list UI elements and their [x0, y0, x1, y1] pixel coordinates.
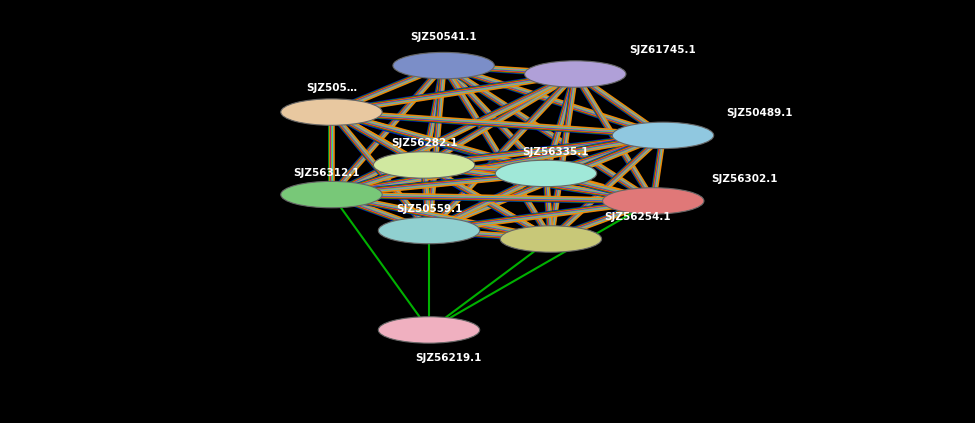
Text: SJZ56219.1: SJZ56219.1: [415, 353, 482, 363]
Ellipse shape: [281, 181, 382, 208]
Text: SJZ50489.1: SJZ50489.1: [726, 108, 793, 118]
Text: SJZ61745.1: SJZ61745.1: [629, 45, 695, 55]
Ellipse shape: [281, 99, 382, 125]
Text: SJZ50559.1: SJZ50559.1: [396, 203, 462, 214]
Ellipse shape: [603, 188, 704, 214]
Text: SJZ56282.1: SJZ56282.1: [391, 138, 457, 148]
Text: SJZ56312.1: SJZ56312.1: [293, 168, 360, 178]
Ellipse shape: [495, 160, 597, 187]
Text: SJZ56335.1: SJZ56335.1: [523, 146, 589, 157]
Text: SJZ56302.1: SJZ56302.1: [712, 174, 778, 184]
Text: SJZ56254.1: SJZ56254.1: [604, 212, 671, 222]
Ellipse shape: [378, 217, 480, 244]
Ellipse shape: [378, 317, 480, 343]
Ellipse shape: [525, 61, 626, 87]
Ellipse shape: [500, 226, 602, 252]
Text: SJZ50541.1: SJZ50541.1: [410, 32, 477, 42]
Ellipse shape: [393, 52, 494, 79]
Ellipse shape: [612, 122, 714, 148]
Text: SJZ505…: SJZ505…: [306, 83, 357, 93]
Ellipse shape: [373, 152, 475, 178]
